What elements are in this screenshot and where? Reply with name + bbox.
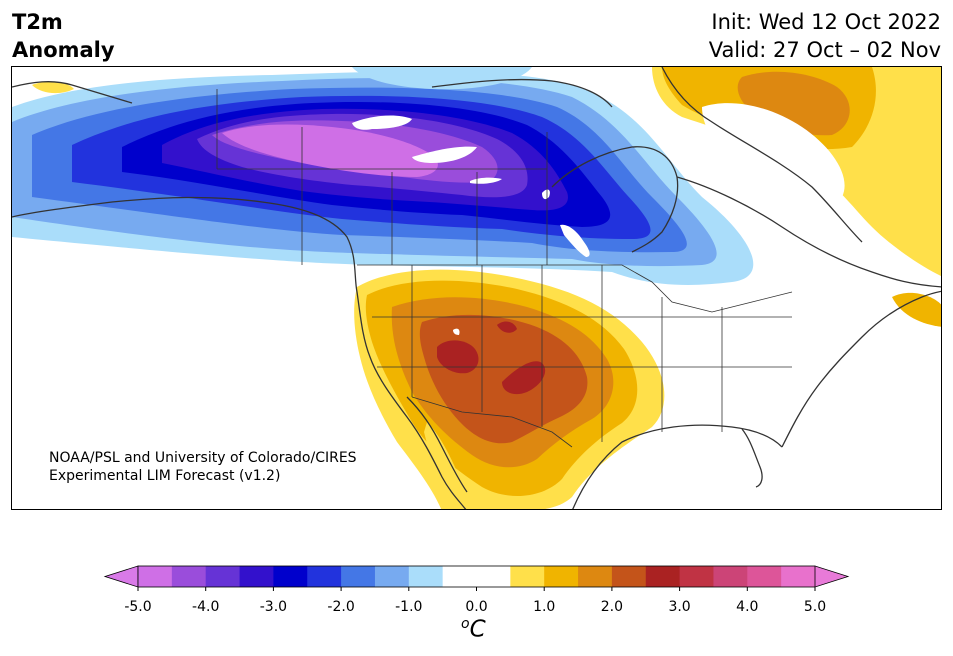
title-line-2: Anomaly [12, 38, 115, 62]
colorbar-cell [442, 566, 477, 587]
colorbar-cell [138, 566, 173, 587]
hudson-bay [551, 146, 679, 253]
warm-anomaly-greenland [32, 67, 941, 509]
colorbar-cell [239, 566, 274, 587]
forecast-dates: Init: Wed 12 Oct 2022 Valid: 27 Oct – 02… [709, 8, 941, 64]
colorbar-cell [374, 566, 410, 587]
unit-base: C [469, 616, 486, 643]
colorbar-cell [679, 566, 714, 587]
arctic-islands [431, 78, 613, 108]
colorbar-tick-label: -1.0 [395, 599, 422, 615]
warm-core-3 [497, 321, 517, 333]
alaska-warm [32, 81, 74, 94]
colorbar-tick-label: -5.0 [124, 599, 151, 615]
greenland-white [702, 103, 845, 200]
colorbar-over-arrow [814, 565, 850, 588]
cold-core [222, 124, 438, 177]
us-canada-border [357, 264, 793, 313]
map-canvas [12, 67, 941, 509]
colorbar-tick-label: 3.0 [668, 599, 690, 615]
west-coast [12, 196, 467, 509]
east-coast [781, 290, 941, 448]
credit-line-1: NOAA/PSL and University of Colorado/CIRE… [49, 450, 357, 466]
colorbar-tick-label: 5.0 [804, 599, 826, 615]
warm-core-2 [502, 361, 546, 395]
colorbar-cell [273, 566, 308, 587]
unit-label: oC [461, 616, 486, 643]
map-title: T2m Anomaly [12, 8, 115, 64]
colorbar-cells [103, 565, 850, 588]
colorbar-cell [578, 566, 613, 587]
political-borders [216, 89, 793, 448]
great-salt-lake [453, 328, 460, 335]
small-lake [542, 189, 550, 200]
greenland-coast [661, 67, 863, 243]
colorbar-cell [476, 566, 511, 587]
great-slave-lake [412, 146, 477, 163]
lake-athabasca [470, 177, 502, 184]
colorbar-cell [341, 566, 376, 587]
colorbar-cell [171, 566, 207, 587]
us-mexico-border [411, 396, 573, 448]
colorbar-ticks: -5.0 -4.0 -3.0 -2.0 -1.0 0.0 1.0 2.0 3.0 4.0 5.0 [124, 587, 826, 615]
colorbar-tick-label: -4.0 [192, 599, 219, 615]
colorbar-cell [544, 566, 579, 587]
lake-winnipeg [560, 224, 590, 257]
alaska-coast [12, 81, 133, 104]
credit-line-2: Experimental LIM Forecast (v1.2) [49, 468, 281, 484]
colorbar-cell [713, 566, 748, 587]
valid-date: Valid: 27 Oct – 02 Nov [708, 38, 941, 62]
florida [741, 428, 763, 488]
cold-band-ne [352, 67, 532, 90]
colorbar-under-arrow [103, 565, 139, 588]
colorbar-cell [747, 566, 782, 587]
credit-text: NOAA/PSL and University of Colorado/CIRE… [49, 449, 357, 485]
labrador-coast [676, 176, 941, 288]
colorbar-tick-label: 2.0 [601, 599, 623, 615]
great-bear-lake [352, 115, 412, 130]
colorbar-cell [205, 566, 241, 587]
title-line-1: T2m [12, 10, 63, 34]
colorbar-cell [408, 566, 444, 587]
warm-core-1 [437, 340, 479, 374]
baja-coast [406, 396, 468, 493]
init-date: Init: Wed 12 Oct 2022 [711, 10, 941, 34]
unit-superscript: o [461, 616, 470, 632]
colorbar-tick-label: -3.0 [260, 599, 287, 615]
colorbar-cell [510, 566, 545, 587]
great-lakes-canada [352, 115, 590, 335]
coastlines [12, 67, 941, 509]
colorbar-tick-label: 1.0 [533, 599, 555, 615]
colorbar-tick-label: -2.0 [327, 599, 354, 615]
colorbar-cell [307, 566, 342, 587]
colorbar-cell [611, 566, 647, 587]
colorbar-tick-label: 0.0 [465, 599, 487, 615]
colorbar-tick-label: 4.0 [736, 599, 758, 615]
colorbar-cell [781, 566, 816, 587]
gulf-coast [572, 424, 783, 509]
mexico-coast-warm [424, 422, 472, 509]
colorbar-cell [645, 566, 681, 587]
alaska-warm-2 [892, 292, 941, 327]
anomaly-map: NOAA/PSL and University of Colorado/CIRE… [11, 66, 942, 510]
